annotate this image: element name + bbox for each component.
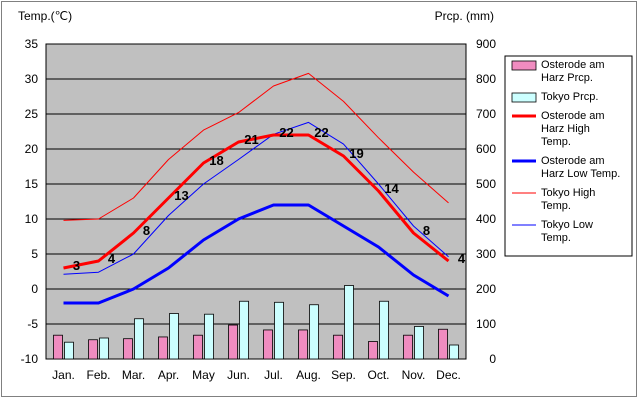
y-right-tick-label: 200 [476, 282, 496, 296]
high-temp-data-label: 14 [384, 181, 399, 196]
y-right-tick-label: 100 [476, 317, 496, 331]
tokyo-precip-bar [99, 337, 109, 360]
y-right-axis-title: Prcp. (mm) [435, 9, 494, 23]
tokyo-precip-bar [344, 285, 354, 360]
x-category-label: Aug. [296, 368, 321, 382]
tokyo-precip-bar [309, 304, 319, 360]
y-left-tick-label: 30 [25, 72, 39, 86]
high-temp-data-label: 18 [209, 153, 223, 168]
y-left-tick-label: 10 [25, 212, 39, 226]
osterode-precip-bar [123, 338, 133, 360]
y-left-tick-label: 35 [25, 37, 39, 51]
tokyo-precip-bar [134, 318, 144, 360]
osterode-precip-bar [333, 334, 343, 360]
y-left-tick-label: 5 [31, 247, 38, 261]
high-temp-data-label: 22 [279, 125, 293, 140]
high-temp-data-label: 8 [143, 223, 150, 238]
legend-label-tokyo-high: Tokyo High Temp. [541, 187, 595, 212]
x-category-label: Apr. [158, 368, 179, 382]
osterode-precip-bar [263, 329, 273, 360]
osterode-precip-bar [298, 329, 308, 360]
x-category-label: Oct. [367, 368, 389, 382]
y-left-tick-label: -10 [21, 352, 39, 366]
y-right-tick-label: 900 [476, 37, 496, 51]
y-right-tick-label: 800 [476, 72, 496, 86]
legend-label-osterode-precip: Osterode am Harz Prcp. [541, 59, 605, 84]
chart-svg: -10 -5 0 5 10 15 20 25 30 35 0 100 200 300 400 500 600 70… [18, 9, 633, 382]
x-category-label: Jan. [52, 368, 75, 382]
osterode-precip-bar [403, 334, 413, 360]
x-category-label: Mar. [122, 368, 145, 382]
legend-box [504, 55, 633, 257]
high-temp-data-label: 22 [314, 125, 328, 140]
y-left-tick-label: -5 [27, 317, 38, 331]
x-category-label: Jun. [227, 368, 250, 382]
x-category-label: May [192, 368, 215, 382]
tokyo-precip-bar [169, 313, 179, 360]
high-temp-data-label: 8 [423, 223, 430, 238]
tokyo-precip-bar [274, 301, 284, 360]
y-left-tick-label: 20 [25, 142, 39, 156]
high-temp-data-label: 13 [174, 188, 188, 203]
legend-swatch-osterode-precip [511, 60, 537, 71]
high-temp-data-label: 4 [108, 251, 116, 266]
legend-label-osterode-high: Osterode am Harz High Temp. [541, 110, 605, 148]
tokyo-high-line [63, 72, 449, 221]
osterode-precip-bar [228, 324, 238, 360]
osterode-precip-bar [438, 328, 448, 360]
y-right-tick-label: 600 [476, 142, 496, 156]
y-left-tick-label: 25 [25, 107, 39, 121]
tokyo-precip-bar [379, 300, 389, 360]
tokyo-low-line [63, 121, 449, 275]
y-right-tick-label: 0 [489, 352, 496, 366]
y-left-tick-label: 0 [31, 282, 38, 296]
legend-swatch-tokyo-precip [511, 92, 537, 103]
tokyo-precip-bar [414, 326, 424, 360]
y-right-tick-label: 400 [476, 212, 496, 226]
legend-label-tokyo-precip: Tokyo Prcp. [541, 91, 598, 103]
y-right-tick-label: 500 [476, 177, 496, 191]
tokyo-precip-bar [239, 300, 249, 360]
tokyo-precip-bar [64, 341, 74, 360]
high-temp-data-label: 3 [73, 258, 80, 273]
osterode-precip-bar [193, 334, 203, 360]
osterode-precip-bar [368, 341, 378, 360]
osterode-precip-bar [53, 334, 63, 360]
x-category-label: Feb. [86, 368, 110, 382]
legend-label-osterode-low: Osterode am Harz Low Temp. [541, 155, 620, 180]
tokyo-precip-bar [204, 313, 214, 360]
y-left-tick-label: 15 [25, 177, 39, 191]
high-temp-data-label: 19 [349, 146, 363, 161]
x-category-label: Jul. [264, 368, 283, 382]
y-right-tick-label: 700 [476, 107, 496, 121]
legend-label-tokyo-low: Tokyo Low Temp. [541, 219, 593, 244]
osterode-low-line [63, 203, 450, 305]
osterode-high-line [63, 133, 450, 270]
high-temp-data-label: 4 [458, 251, 466, 266]
tokyo-precip-bar [449, 344, 459, 360]
plot-area [45, 43, 467, 360]
y-left-axis-title: Temp.(℃) [18, 9, 72, 23]
x-category-label: Sep. [331, 368, 356, 382]
osterode-precip-bar [88, 339, 98, 360]
osterode-precip-bar [158, 336, 168, 360]
x-category-label: Dec. [436, 368, 461, 382]
high-temp-data-label: 21 [244, 132, 258, 147]
y-right-tick-label: 300 [476, 247, 496, 261]
x-category-label: Nov. [402, 368, 426, 382]
